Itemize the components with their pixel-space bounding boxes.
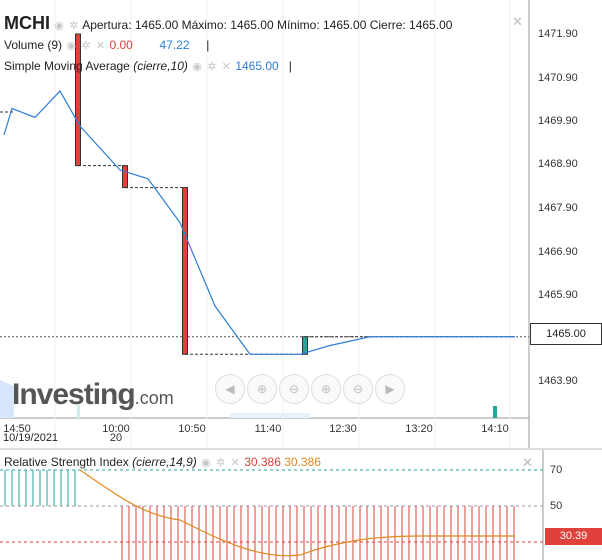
price-tick: 1468.90 [538, 158, 578, 170]
close-icon[interactable]: ✕ [221, 61, 231, 73]
close-icon[interactable]: ✕ [95, 40, 106, 52]
candle [75, 33, 81, 167]
close-icon[interactable]: ✕ [230, 457, 240, 469]
eye-icon[interactable]: ◉ [66, 40, 76, 52]
volume-area [0, 380, 14, 418]
scroll-left-button[interactable]: ◀ [215, 374, 245, 404]
zoom-in-button[interactable]: ⊕ [247, 374, 277, 404]
volume-cursor: | [206, 38, 210, 52]
symbol-legend: MCHI ◉ ✲ Apertura: 1465.00 Máximo: 1465.… [4, 13, 452, 34]
eye-icon[interactable]: ◉ [54, 20, 64, 32]
sma-line [3, 90, 515, 355]
rsi-legend: Relative Strength Index (cierre,14,9) ◉ … [4, 455, 321, 469]
rsi-value-tag: 30.39 [545, 528, 602, 545]
close-icon[interactable]: ✕ [522, 455, 533, 470]
rsi-value-1: 30.386 [244, 455, 281, 469]
sma-legend: Simple Moving Average (cierre,10) ◉ ✲ ✕ … [4, 59, 292, 73]
rsi-params: (cierre,14,9) [132, 455, 197, 469]
volume-area [230, 413, 310, 418]
gear-icon[interactable]: ✲ [207, 61, 217, 73]
volume-name: Volume (9) [4, 38, 63, 52]
zoom-out-y-button[interactable]: ⊖ [343, 374, 373, 404]
eye-icon[interactable]: ◉ [201, 457, 211, 469]
logo-suffix: .com [134, 388, 174, 408]
time-tick: 14:50 [3, 423, 31, 435]
candle [302, 336, 308, 355]
price-tick: 1470.90 [538, 72, 578, 84]
sma-params: (cierre,10) [133, 59, 188, 73]
symbol-name: MCHI [4, 13, 50, 33]
rsi-name: Relative Strength Index [4, 455, 129, 469]
rsi-value-2: 30.386 [284, 455, 321, 469]
investing-logo: Investing.com [12, 378, 174, 412]
date-tick: 20 [109, 432, 123, 444]
sma-name: Simple Moving Average [4, 59, 130, 73]
rsi-signal-line [79, 469, 515, 557]
price-tick: 1466.90 [538, 246, 578, 258]
time-tick: 13:20 [405, 423, 433, 435]
price-tick: 1467.90 [538, 202, 578, 214]
rsi-tick: 50 [550, 500, 563, 512]
time-tick: 11:40 [254, 423, 282, 435]
candle [122, 165, 128, 189]
time-tick: 10:50 [178, 423, 206, 435]
gear-icon[interactable]: ✲ [216, 457, 226, 469]
candle [182, 187, 188, 355]
ohlc-text: Apertura: 1465.00 Máximo: 1465.00 Mínimo… [82, 18, 453, 32]
volume-value-1: 0.00 [109, 38, 133, 52]
scroll-right-button[interactable]: ▶ [375, 374, 405, 404]
price-tick: 1469.90 [538, 115, 578, 127]
time-tick: 14:10 [481, 423, 509, 435]
volume-bar [493, 406, 497, 418]
close-icon[interactable]: ✕ [512, 14, 523, 29]
price-tick: 1463.90 [538, 375, 578, 387]
volume-value-2: 47.22 [159, 38, 190, 52]
volume-legend: Volume (9) ◉ ✲ ✕ 0.00 47.22 | [4, 38, 209, 52]
rsi-tick: 70 [550, 464, 563, 476]
eye-icon[interactable]: ◉ [192, 61, 202, 73]
sma-cursor: | [288, 59, 292, 73]
time-tick: 10:00 [102, 423, 130, 435]
volume-bar [77, 405, 80, 418]
price-tick: 1465.90 [538, 289, 578, 301]
gear-icon[interactable]: ✲ [81, 40, 91, 52]
last-price-tag: 1465.00 [530, 323, 602, 345]
price-tick: 1471.90 [538, 28, 578, 40]
date-tick: 10/19/2021 [3, 432, 59, 444]
sma-value: 1465.00 [235, 59, 279, 73]
zoom-in-y-button[interactable]: ⊕ [311, 374, 341, 404]
time-tick: 12:30 [329, 423, 357, 435]
logo-word: Investing [12, 378, 136, 411]
zoom-out-button[interactable]: ⊖ [279, 374, 309, 404]
gear-icon[interactable]: ✲ [69, 20, 79, 32]
